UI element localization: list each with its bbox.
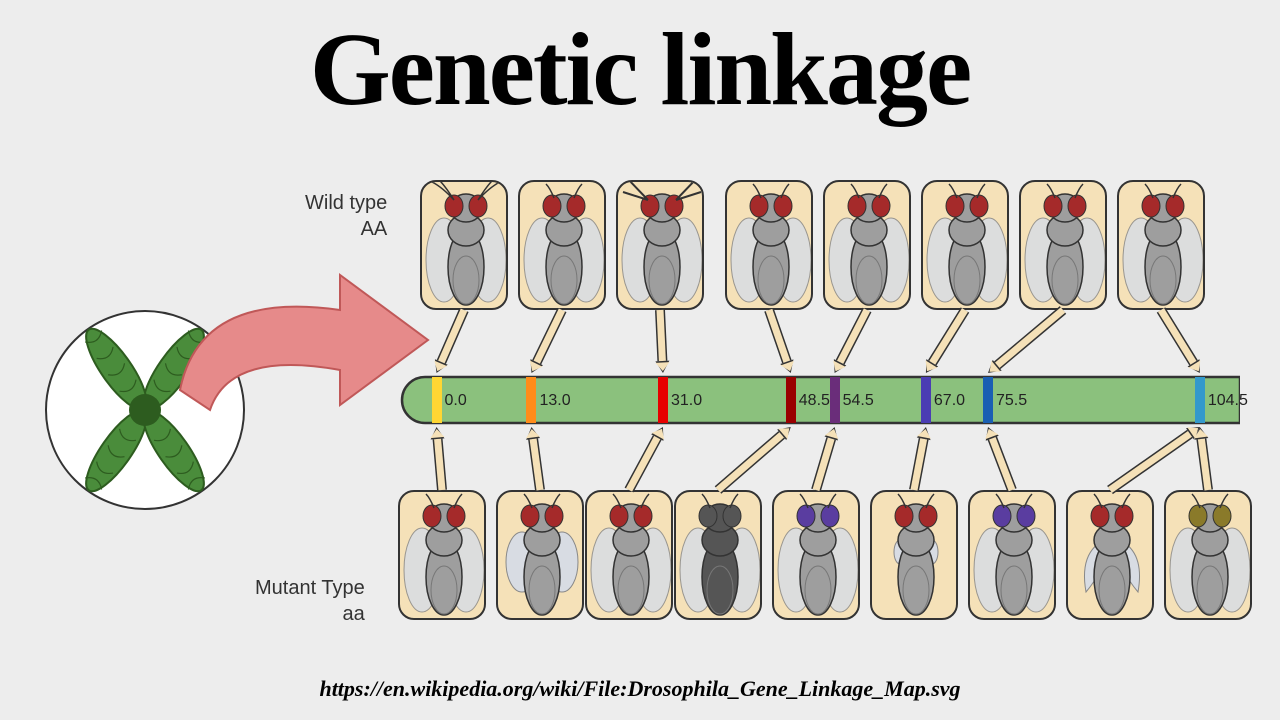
- pointer-arrow: [655, 310, 669, 373]
- wild-type-card: [921, 180, 1009, 310]
- pointer-arrow: [530, 310, 562, 373]
- mutant-type-card: [674, 490, 762, 620]
- mutant-line1: Mutant Type: [255, 577, 365, 599]
- map-value: 13.0: [539, 392, 570, 410]
- map-value: 48.5: [799, 392, 830, 410]
- map-value: 104.5: [1208, 392, 1248, 410]
- pointer-arrow: [1194, 427, 1208, 490]
- mutant-line2: aa: [342, 603, 364, 625]
- gene-band: [658, 377, 668, 423]
- map-value: 67.0: [934, 392, 965, 410]
- wild-type-card: [518, 180, 606, 310]
- linkage-diagram: Wild type AA Mutant Type aa: [0, 160, 1280, 660]
- gene-band: [432, 377, 442, 423]
- mutant-type-card: [585, 490, 673, 620]
- gene-band: [830, 377, 840, 423]
- mutant-type-card: [870, 490, 958, 620]
- wild-type-card: [1019, 180, 1107, 310]
- mutant-type-label: Mutant Type aa: [255, 575, 365, 627]
- wild-type-card: [420, 180, 508, 310]
- mutant-type-card: [772, 490, 860, 620]
- gene-band: [921, 377, 931, 423]
- pointer-arrow: [833, 310, 867, 373]
- source-url: https://en.wikipedia.org/wiki/File:Droso…: [0, 676, 1280, 702]
- wild-type-card: [616, 180, 704, 310]
- map-value: 0.0: [445, 392, 467, 410]
- map-value: 54.5: [843, 392, 874, 410]
- wild-type-card: [823, 180, 911, 310]
- gene-band: [786, 377, 796, 423]
- pointer-arrow: [769, 310, 794, 373]
- wild-line2: AA: [361, 218, 388, 240]
- mutant-type-card: [398, 490, 486, 620]
- pointer-arrow: [629, 427, 664, 490]
- pointer-arrow: [718, 427, 791, 490]
- pointer-arrow: [1161, 310, 1200, 373]
- mutant-type-card: [968, 490, 1056, 620]
- gene-band: [1195, 377, 1205, 423]
- wild-type-label: Wild type AA: [305, 190, 387, 242]
- magnify-arrow-icon: [160, 270, 440, 440]
- wild-type-card: [1117, 180, 1205, 310]
- map-value: 31.0: [671, 392, 702, 410]
- pointer-arrow: [816, 427, 838, 490]
- pointer-arrow: [1110, 427, 1200, 490]
- page-title: Genetic linkage: [0, 0, 1280, 129]
- pointer-arrow: [988, 310, 1063, 373]
- gene-band: [526, 377, 536, 423]
- mutant-type-card: [496, 490, 584, 620]
- map-value: 75.5: [996, 392, 1027, 410]
- wild-line1: Wild type: [305, 192, 387, 214]
- wild-type-card: [725, 180, 813, 310]
- pointer-arrow: [526, 427, 540, 490]
- pointer-arrow: [926, 310, 965, 373]
- pointer-arrow: [985, 427, 1012, 490]
- pointer-arrow: [914, 427, 931, 490]
- mutant-type-card: [1066, 490, 1154, 620]
- gene-band: [983, 377, 993, 423]
- mutant-type-card: [1164, 490, 1252, 620]
